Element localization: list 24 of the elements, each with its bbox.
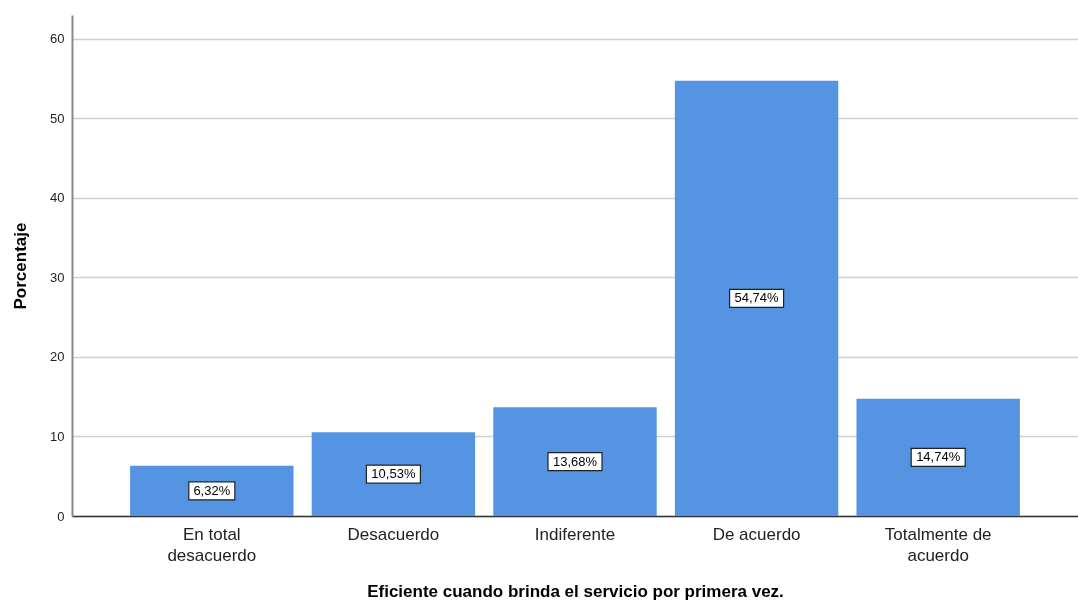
- y-tick-label: 20: [50, 349, 65, 365]
- bar: [493, 407, 657, 516]
- data-label: 13,68%: [552, 453, 598, 469]
- bar: [130, 465, 294, 516]
- y-tick-label: 0: [57, 508, 65, 524]
- x-axis-title: Eficiente cuando brinda el servicio por primera vez.: [367, 581, 784, 601]
- y-tick-label: 40: [50, 190, 65, 206]
- bar: [674, 80, 839, 516]
- x-tick-label: De acuerdo: [712, 524, 801, 544]
- bar: [856, 398, 1020, 516]
- data-label: 10,53%: [371, 466, 416, 482]
- y-tick-label: 30: [50, 269, 65, 285]
- data-label: 6,32%: [193, 482, 231, 498]
- x-tick-label: Totalmente de acuerdo: [884, 524, 992, 565]
- y-axis-title: Porcentaje: [11, 222, 31, 310]
- data-label: 54,74%: [734, 290, 780, 306]
- x-tick-label: En total desacuerdo: [167, 524, 257, 565]
- bar: [311, 432, 476, 516]
- x-tick-label: Indiferente: [534, 524, 616, 544]
- y-tick-label: 60: [50, 31, 65, 47]
- y-tick-label: 10: [50, 428, 65, 444]
- data-label: 14,74%: [916, 449, 961, 465]
- x-tick-label: Desacuerdo: [347, 524, 440, 544]
- y-tick-label: 50: [50, 110, 65, 126]
